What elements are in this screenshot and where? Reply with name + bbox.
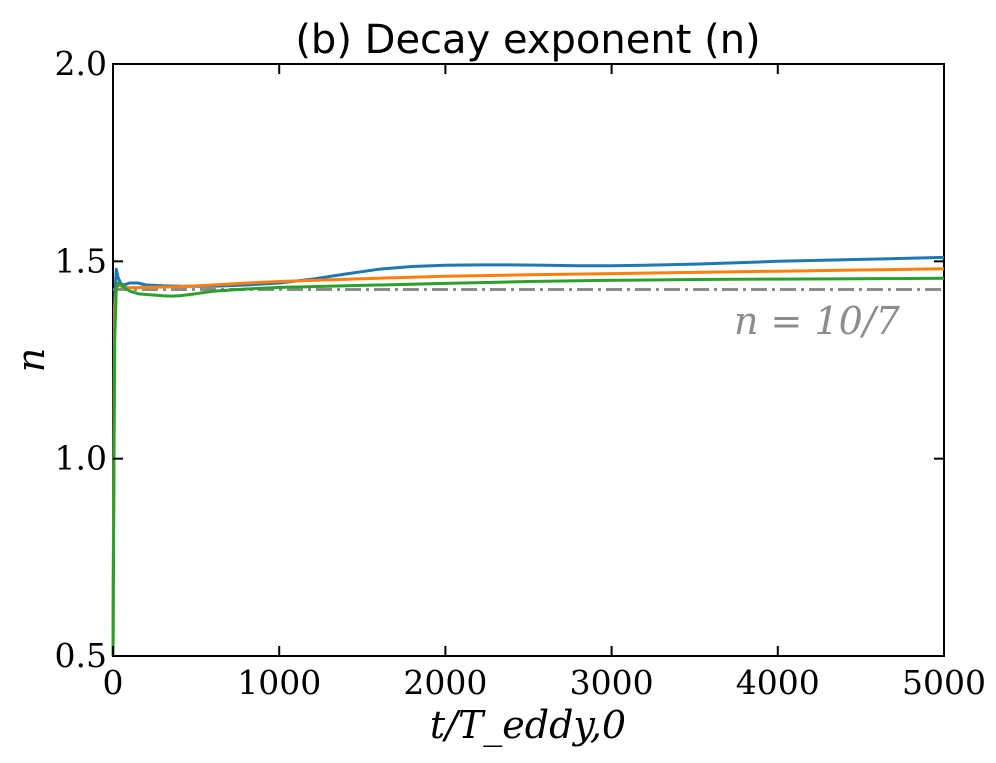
x-axis-label: t/T_eddy,0 <box>430 703 626 748</box>
x-tick-label: 1000 <box>237 663 321 702</box>
x-tick-label: 0 <box>103 663 124 702</box>
y-tick-label: 0.5 <box>55 636 107 675</box>
reference-line-label: n = 10/7 <box>734 299 901 343</box>
series-group <box>111 255 945 657</box>
series-line-run-3 <box>111 276 945 657</box>
chart-title: (b) Decay exponent (n) <box>295 17 760 63</box>
y-tick-label: 2.0 <box>55 44 107 83</box>
plot-frame <box>112 63 945 657</box>
x-tick-label: 5000 <box>902 663 986 702</box>
x-tick-label: 4000 <box>736 663 820 702</box>
tick-group: 0 1000 2000 3000 4000 5000 0.5 1.0 1.5 2.0 <box>55 44 986 702</box>
y-tick-label: 1.0 <box>55 439 107 478</box>
x-tick-label: 3000 <box>570 663 654 702</box>
x-tick-label: 2000 <box>403 663 487 702</box>
y-tick-label: 1.5 <box>55 241 107 280</box>
y-axis-label: n <box>9 348 53 372</box>
